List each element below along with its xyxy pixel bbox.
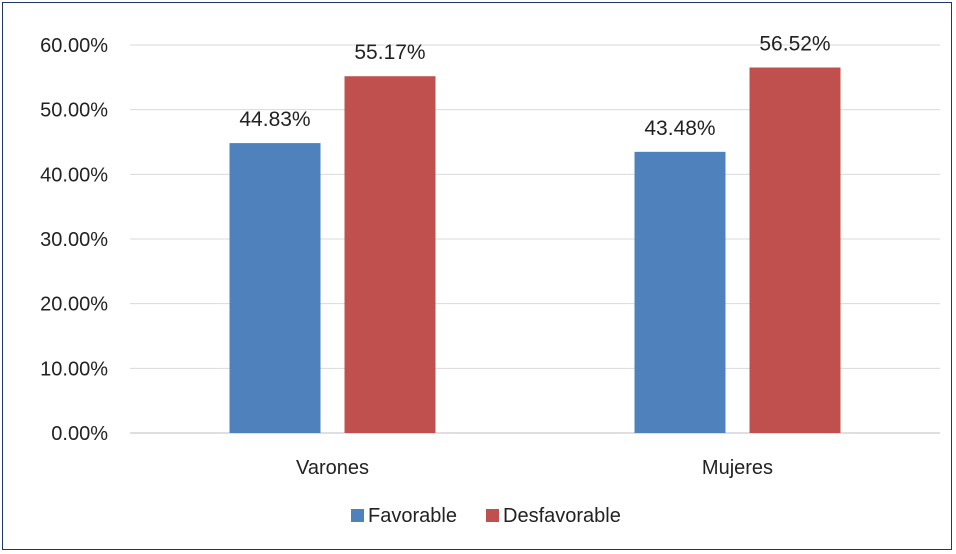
legend-label: Desfavorable xyxy=(503,505,621,527)
legend: Favorable Desfavorable xyxy=(351,505,621,527)
bar-desfavorable-varones xyxy=(344,76,436,433)
data-label: 55.17% xyxy=(354,41,425,64)
y-tick-label: 30.00% xyxy=(40,229,108,251)
y-tick-label: 10.00% xyxy=(40,358,108,380)
bar-favorable-varones xyxy=(229,143,321,433)
y-tick-label: 50.00% xyxy=(40,100,108,122)
category-label: Mujeres xyxy=(702,457,773,479)
data-label: 56.52% xyxy=(759,33,830,56)
bar-desfavorable-mujeres xyxy=(749,67,841,433)
y-tick-label: 0.00% xyxy=(51,423,108,445)
y-tick-label: 40.00% xyxy=(40,164,108,186)
y-tick-label: 20.00% xyxy=(40,294,108,316)
legend-swatch xyxy=(351,509,364,522)
bar-favorable-mujeres xyxy=(634,151,726,433)
legend-swatch xyxy=(486,509,499,522)
data-label: 44.83% xyxy=(239,108,310,131)
category-label: Varones xyxy=(296,457,369,479)
legend-label: Favorable xyxy=(368,505,457,527)
data-label: 43.48% xyxy=(644,117,715,140)
y-tick-label: 60.00% xyxy=(40,35,108,57)
